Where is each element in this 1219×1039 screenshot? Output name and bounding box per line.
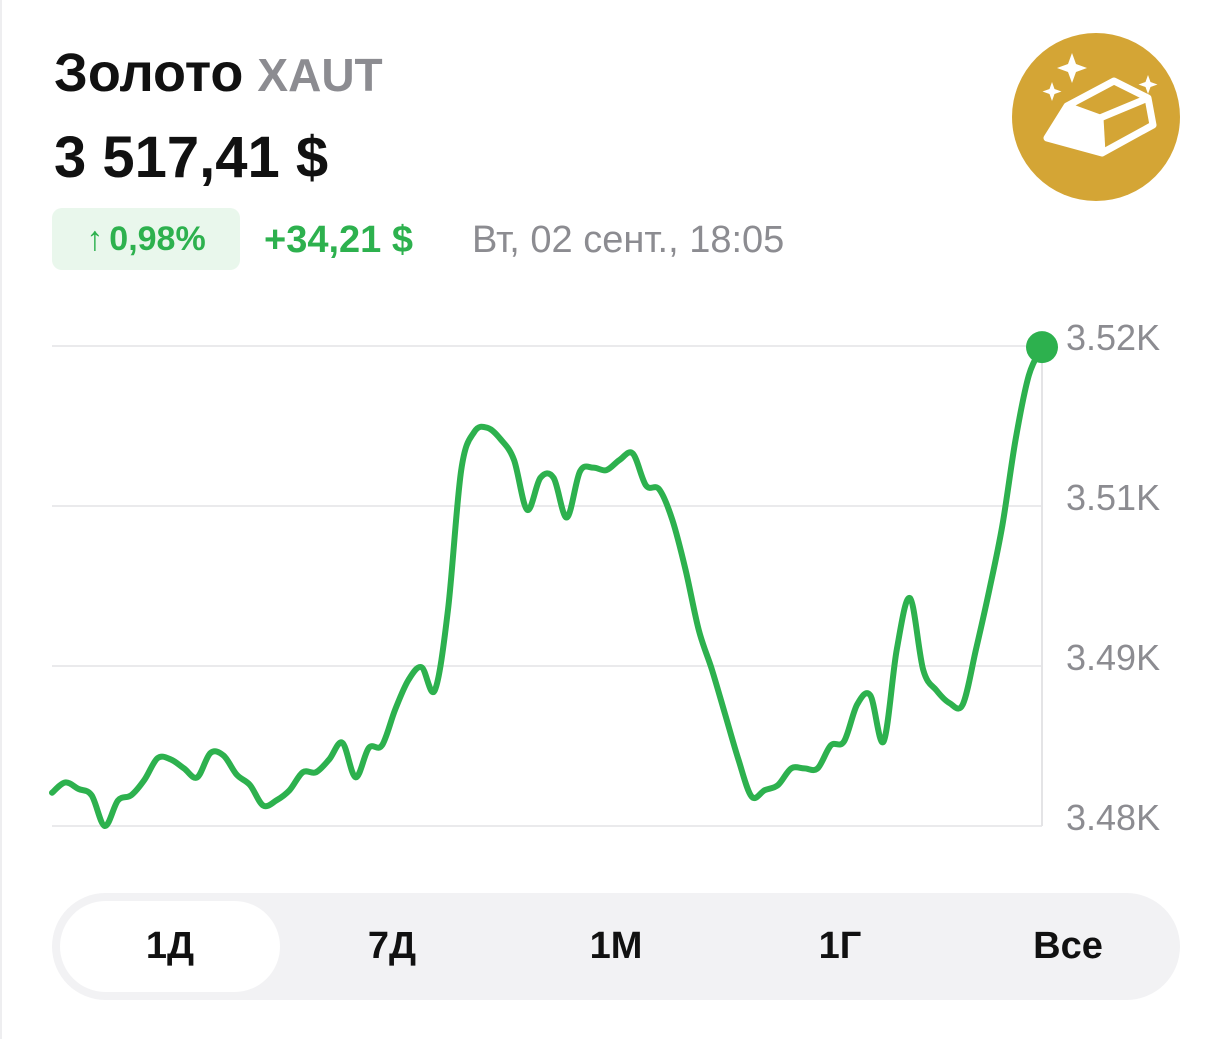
last-price-dot [1026,331,1058,364]
y-tick-label: 3.51K [1066,477,1160,518]
arrow-up-icon: ↑ [86,219,104,258]
period-tab-all[interactable]: Все [1033,925,1103,967]
period-tab-7d[interactable]: 7Д [367,925,417,967]
price-chart[interactable]: 3.52K 3.51K 3.49K 3.48K [2,300,1219,860]
asset-title: Золото XAUT [54,42,383,104]
period-selector: 1Д 7Д 1М 1Г Все [52,893,1180,1000]
y-tick-label: 3.52K [1066,317,1160,358]
gold-bar-icon [1012,33,1180,201]
change-percent-badge: ↑ 0,98% [52,208,240,270]
y-tick-label: 3.49K [1066,637,1160,678]
period-tab-1d[interactable]: 1Д [60,901,280,992]
price-line [49,344,1045,829]
timestamp: Вт, 02 сент., 18:05 [472,219,785,261]
period-tab-1m[interactable]: 1М [589,925,643,967]
y-tick-label: 3.48K [1066,797,1160,838]
change-value: +34,21 $ [264,219,413,261]
change-percent: 0,98% [109,219,206,258]
asset-name: Золото [54,43,244,103]
asset-ticker: XAUT [257,49,383,101]
asset-price: 3 517,41 $ [54,125,329,190]
period-tab-1y[interactable]: 1Г [818,925,862,967]
